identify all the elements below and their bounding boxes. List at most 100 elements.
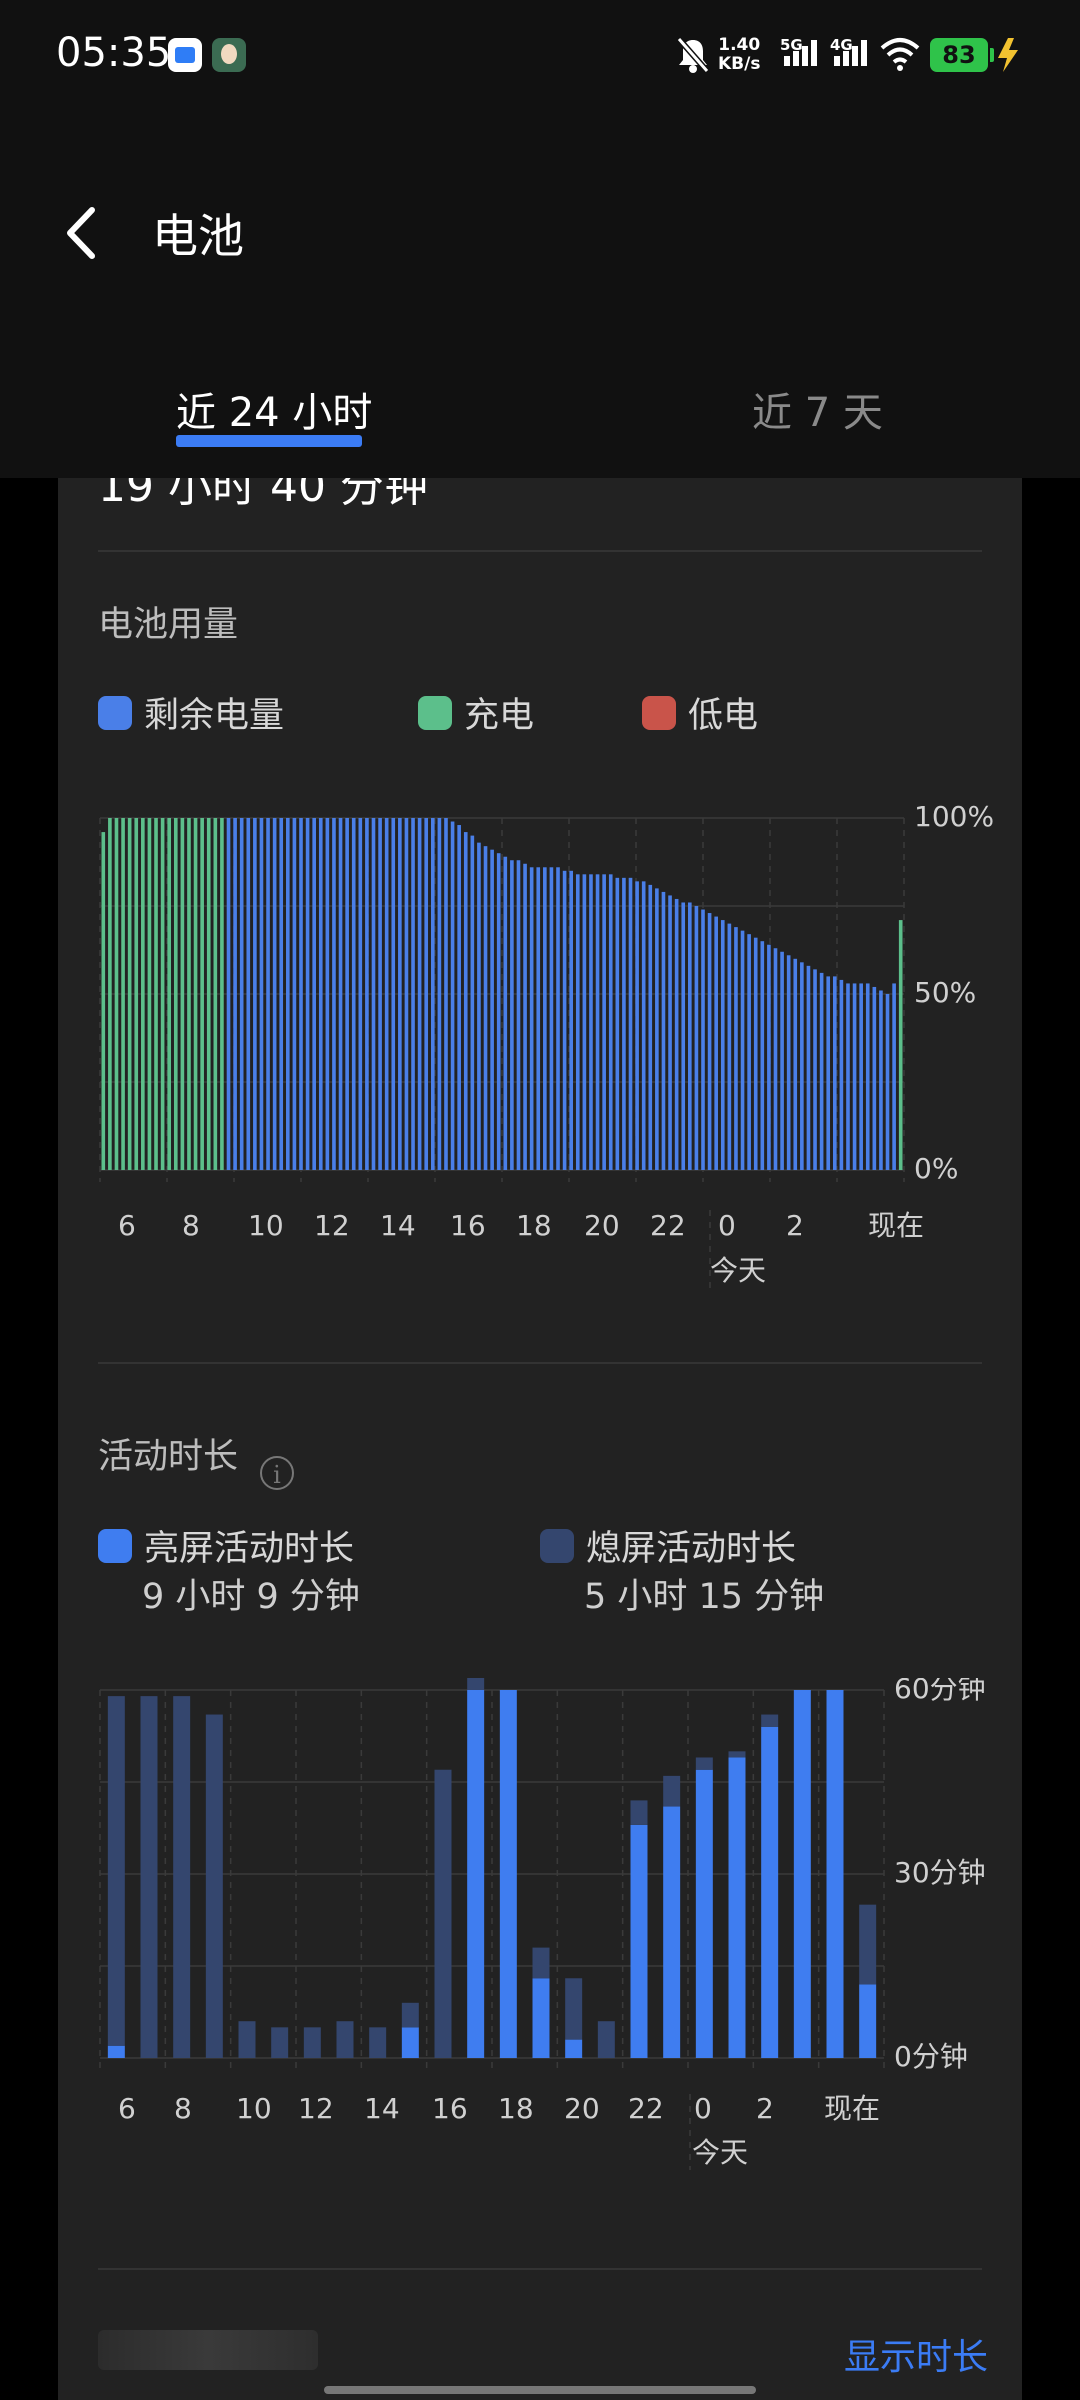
x-tick-label: 20 xyxy=(584,1209,620,1242)
x-tick-label: 现在 xyxy=(824,2092,880,2125)
screen-on-bar xyxy=(663,1806,681,2058)
x-tick-label: 0 xyxy=(718,1209,736,1242)
battery-bar xyxy=(213,818,218,1170)
screen-off-bar xyxy=(140,1696,158,2058)
battery-bar xyxy=(173,818,178,1170)
app-icon xyxy=(168,38,202,72)
back-button[interactable] xyxy=(58,198,108,268)
battery-bar xyxy=(503,856,508,1170)
battery-bar xyxy=(707,913,712,1170)
signal-4g-label: 4G xyxy=(830,36,853,54)
y-tick-label: 60分钟 xyxy=(894,1678,986,1705)
x-sub-label: 今天 xyxy=(710,1254,766,1287)
battery-bar xyxy=(872,986,877,1170)
battery-bar xyxy=(806,965,811,1170)
tab-7-days[interactable]: 近 7 天 xyxy=(752,390,883,436)
screen-on-bar xyxy=(728,1757,746,2058)
battery-bar xyxy=(674,898,679,1170)
battery-bar xyxy=(325,818,330,1170)
battery-bar xyxy=(556,867,560,1170)
legend-screen-off: 熄屏活动时长 xyxy=(540,1520,796,1571)
app-header: 电池 近 24 小时 近 7 天 xyxy=(0,110,1080,478)
battery-bar xyxy=(800,962,804,1170)
battery-bar xyxy=(239,818,244,1170)
legend-label-remaining: 剩余电量 xyxy=(144,696,285,736)
battery-bar xyxy=(200,818,204,1170)
navigation-handle[interactable] xyxy=(324,2386,756,2394)
battery-bar xyxy=(299,818,303,1170)
battery-bar xyxy=(233,818,237,1170)
battery-bar xyxy=(220,818,224,1170)
active-tab-indicator xyxy=(176,435,362,447)
battery-bar xyxy=(108,818,112,1170)
battery-bar xyxy=(523,863,527,1170)
battery-bar xyxy=(582,874,587,1170)
battery-bar xyxy=(510,860,514,1170)
battery-bar xyxy=(404,818,409,1170)
battery-bar xyxy=(266,818,270,1170)
battery-bar xyxy=(463,832,468,1170)
screen-off-bar xyxy=(303,2027,321,2058)
battery-bar xyxy=(734,927,738,1170)
battery-bar xyxy=(747,934,751,1170)
legend-remaining: 剩余电量 xyxy=(98,687,284,738)
clock: 05:35 xyxy=(56,30,172,76)
battery-bar xyxy=(701,909,705,1170)
screen-on-bar xyxy=(793,1690,811,2058)
tab-24-hours[interactable]: 近 24 小时 xyxy=(176,390,373,436)
battery-bar xyxy=(767,944,771,1170)
battery-bar xyxy=(648,884,653,1170)
battery-bar xyxy=(180,818,185,1170)
legend-low-battery: 低电 xyxy=(642,687,758,738)
battery-bar xyxy=(641,881,646,1170)
screen-on-bar xyxy=(826,1690,844,2058)
battery-bar xyxy=(852,983,857,1170)
screen-off-bar xyxy=(107,1696,125,2046)
legend-label-charging: 充电 xyxy=(464,696,535,736)
screen-off-bar xyxy=(434,1769,452,2058)
x-tick-label: 12 xyxy=(298,2092,334,2125)
battery-bar xyxy=(760,941,765,1170)
screen-on-duration: 9 小时 9 分钟 xyxy=(142,1577,360,1617)
battery-bar xyxy=(727,923,732,1170)
battery-bar xyxy=(391,818,396,1170)
screen-off-bar xyxy=(695,1757,713,1770)
battery-bar xyxy=(226,818,231,1170)
signal-5g: 5G xyxy=(780,36,817,66)
screen-off-bar xyxy=(336,2021,354,2058)
screen-off-bar xyxy=(859,1904,877,1985)
battery-bar xyxy=(688,902,692,1170)
screen-on-bar xyxy=(467,1690,485,2058)
battery-bar xyxy=(786,955,791,1170)
charging-bolt-icon xyxy=(998,38,1018,72)
battery-bar xyxy=(529,867,534,1170)
battery-bar xyxy=(318,818,323,1170)
total-duration: 19 小时 40 分钟 xyxy=(98,478,428,512)
x-tick-label: 14 xyxy=(364,2092,400,2125)
show-duration-button[interactable]: 显示时长 xyxy=(844,2337,989,2378)
activity-title: 活动时长 xyxy=(98,1437,239,1477)
battery-bar xyxy=(615,877,620,1170)
info-icon[interactable]: i xyxy=(260,1456,294,1490)
battery-bar xyxy=(543,867,547,1170)
screen-off-bar xyxy=(728,1751,746,1758)
battery-bar xyxy=(358,818,363,1170)
battery-bar xyxy=(813,969,817,1170)
battery-bar xyxy=(444,818,448,1170)
battery-bar xyxy=(773,948,778,1170)
battery-bar xyxy=(668,895,672,1170)
x-tick-label: 0 xyxy=(694,2092,712,2125)
screen-off-bar xyxy=(173,1696,191,2058)
battery-bar xyxy=(569,870,574,1170)
battery-bar xyxy=(661,891,666,1170)
battery-bar xyxy=(720,920,725,1170)
battery-bar xyxy=(859,983,863,1170)
x-tick-label: 18 xyxy=(516,1209,552,1242)
x-tick-label: 12 xyxy=(314,1209,350,1242)
screen-on-bar xyxy=(401,2027,419,2058)
battery-bar xyxy=(635,881,639,1170)
battery-bar xyxy=(483,846,488,1170)
net-speed-unit: KB/s xyxy=(718,54,761,74)
battery-bar xyxy=(338,818,343,1170)
